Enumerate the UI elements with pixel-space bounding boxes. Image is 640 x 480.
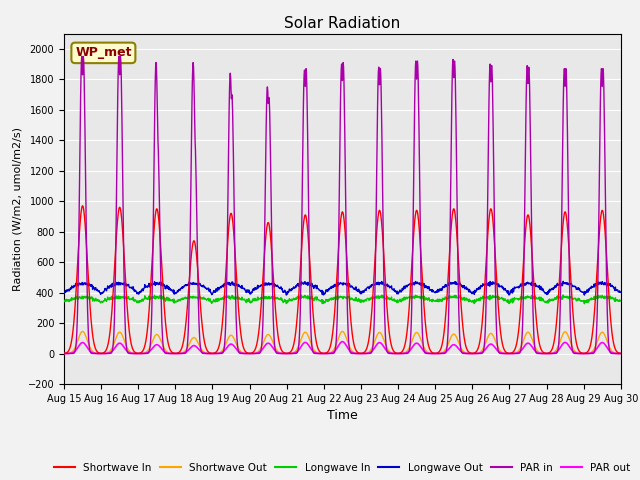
Text: WP_met: WP_met (75, 47, 132, 60)
X-axis label: Time: Time (327, 409, 358, 422)
Y-axis label: Radiation (W/m2, umol/m2/s): Radiation (W/m2, umol/m2/s) (12, 127, 22, 291)
Title: Solar Radiation: Solar Radiation (284, 16, 401, 31)
Legend: Shortwave In, Shortwave Out, Longwave In, Longwave Out, PAR in, PAR out: Shortwave In, Shortwave Out, Longwave In… (50, 458, 635, 477)
